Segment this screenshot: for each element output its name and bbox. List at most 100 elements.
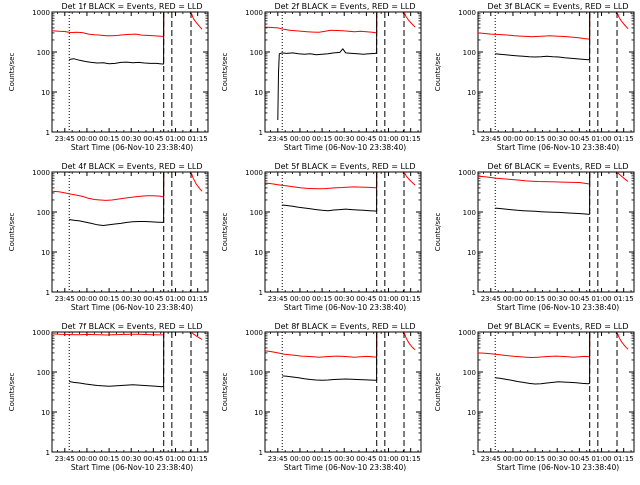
series-line: [403, 331, 416, 351]
series-line: [403, 171, 416, 186]
y-tick-label: 10: [41, 89, 50, 97]
x-tick-label: 00:00: [290, 135, 310, 143]
x-tick-label: 00:45: [143, 135, 163, 143]
x-axis-label: Start Time (06-Nov-10 23:38:40): [71, 463, 193, 472]
chart-panel-6: Det 6f BLACK = Events, RED = LLD 1 10 100 10…: [434, 162, 635, 312]
x-tick-label: 01:15: [188, 135, 208, 143]
chart-title: Det 1f BLACK = Events, RED = LLD: [61, 2, 202, 11]
y-tick-label: 1000: [458, 9, 476, 17]
x-tick-label: 01:00: [378, 455, 398, 463]
x-tick-label: 23:45: [268, 135, 288, 143]
series-line: [51, 11, 165, 37]
x-axis-label: Start Time (06-Nov-10 23:38:40): [284, 143, 406, 152]
y-tick-label: 100: [250, 209, 263, 217]
x-tick-label: 00:45: [569, 295, 589, 303]
series-line: [282, 171, 378, 212]
x-tick-label: 00:30: [547, 135, 567, 143]
y-tick-label: 1000: [32, 9, 50, 17]
x-tick-label: 01:00: [165, 295, 185, 303]
chart-panel-4: Det 4f BLACK = Events, RED = LLD 1 10 100 10…: [8, 162, 209, 312]
y-tick-label: 10: [254, 89, 263, 97]
x-tick-label: 23:45: [481, 295, 501, 303]
x-tick-label: 01:15: [614, 295, 634, 303]
x-tick-label: 00:45: [356, 135, 376, 143]
y-tick-label: 100: [463, 369, 476, 377]
x-tick-label: 01:15: [188, 455, 208, 463]
x-tick-label: 01:00: [591, 295, 611, 303]
plot-frame: [477, 171, 635, 293]
x-tick-label: 00:30: [121, 135, 141, 143]
x-tick-label: 01:15: [614, 135, 634, 143]
y-tick-label: 1: [46, 449, 50, 457]
x-tick-label: 01:00: [165, 455, 185, 463]
x-tick-label: 01:15: [614, 455, 634, 463]
series-line: [495, 331, 591, 385]
y-tick-label: 10: [254, 409, 263, 417]
y-tick-label: 1000: [32, 169, 50, 177]
series-line: [51, 331, 165, 336]
x-tick-label: 01:00: [378, 135, 398, 143]
y-axis-label: Counts/sec: [221, 373, 229, 412]
x-tick-label: 23:45: [481, 135, 501, 143]
x-axis-label: Start Time (06-Nov-10 23:38:40): [497, 303, 619, 312]
plot-frame: [264, 331, 422, 453]
x-tick-label: 00:45: [569, 455, 589, 463]
x-axis-label: Start Time (06-Nov-10 23:38:40): [497, 143, 619, 152]
x-tick-label: 01:00: [165, 135, 185, 143]
y-tick-label: 1: [472, 289, 476, 297]
series-line: [477, 11, 591, 40]
series-line: [616, 331, 629, 350]
x-tick-label: 23:45: [268, 455, 288, 463]
y-tick-label: 1: [259, 289, 263, 297]
series-line: [477, 331, 591, 358]
x-tick-label: 00:15: [312, 135, 332, 143]
x-tick-label: 01:00: [378, 295, 398, 303]
y-tick-label: 100: [250, 49, 263, 57]
chart-panel-3: Det 3f BLACK = Events, RED = LLD 1 10 100 10…: [434, 2, 635, 152]
chart-panel-7: Det 7f BLACK = Events, RED = LLD 1 10 100 10…: [8, 322, 209, 472]
x-tick-label: 23:45: [55, 135, 75, 143]
x-tick-label: 00:15: [525, 295, 545, 303]
chart-panel-9: Det 9f BLACK = Events, RED = LLD 1 10 100 10…: [434, 322, 635, 472]
series-line: [495, 171, 591, 215]
y-tick-label: 10: [41, 249, 50, 257]
y-tick-label: 1: [259, 129, 263, 137]
y-tick-label: 100: [37, 369, 50, 377]
y-tick-label: 100: [37, 209, 50, 217]
chart-title: Det 2f BLACK = Events, RED = LLD: [274, 2, 415, 11]
y-tick-label: 1000: [458, 329, 476, 337]
y-tick-label: 1000: [245, 169, 263, 177]
y-axis-label: Counts/sec: [434, 213, 442, 252]
x-axis-label: Start Time (06-Nov-10 23:38:40): [497, 463, 619, 472]
x-tick-label: 00:45: [143, 295, 163, 303]
chart-title: Det 4f BLACK = Events, RED = LLD: [61, 162, 202, 171]
y-tick-label: 1: [46, 129, 50, 137]
chart-panel-2: Det 2f BLACK = Events, RED = LLD 1 10 100 10…: [221, 2, 422, 152]
x-tick-label: 00:30: [121, 295, 141, 303]
series-line: [477, 171, 591, 185]
x-tick-label: 00:00: [503, 455, 523, 463]
y-axis-label: Counts/sec: [434, 53, 442, 92]
series-line: [264, 331, 378, 358]
series-line: [495, 11, 591, 61]
plot-frame: [264, 11, 422, 133]
y-tick-label: 10: [41, 409, 50, 417]
x-tick-label: 00:30: [334, 135, 354, 143]
y-tick-label: 1000: [32, 329, 50, 337]
x-tick-label: 00:30: [334, 455, 354, 463]
x-tick-label: 00:30: [121, 455, 141, 463]
series-line: [403, 11, 416, 28]
chart-title: Det 3f BLACK = Events, RED = LLD: [487, 2, 628, 11]
x-tick-label: 00:45: [356, 455, 376, 463]
series-line: [264, 171, 378, 190]
x-tick-label: 00:00: [290, 455, 310, 463]
series-line: [69, 331, 165, 388]
chart-title: Det 9f BLACK = Events, RED = LLD: [487, 322, 628, 331]
x-tick-label: 01:15: [401, 295, 421, 303]
x-axis-label: Start Time (06-Nov-10 23:38:40): [284, 303, 406, 312]
y-axis-label: Counts/sec: [221, 53, 229, 92]
x-tick-label: 00:00: [77, 135, 97, 143]
x-tick-label: 00:00: [290, 295, 310, 303]
plot-frame: [51, 11, 209, 133]
